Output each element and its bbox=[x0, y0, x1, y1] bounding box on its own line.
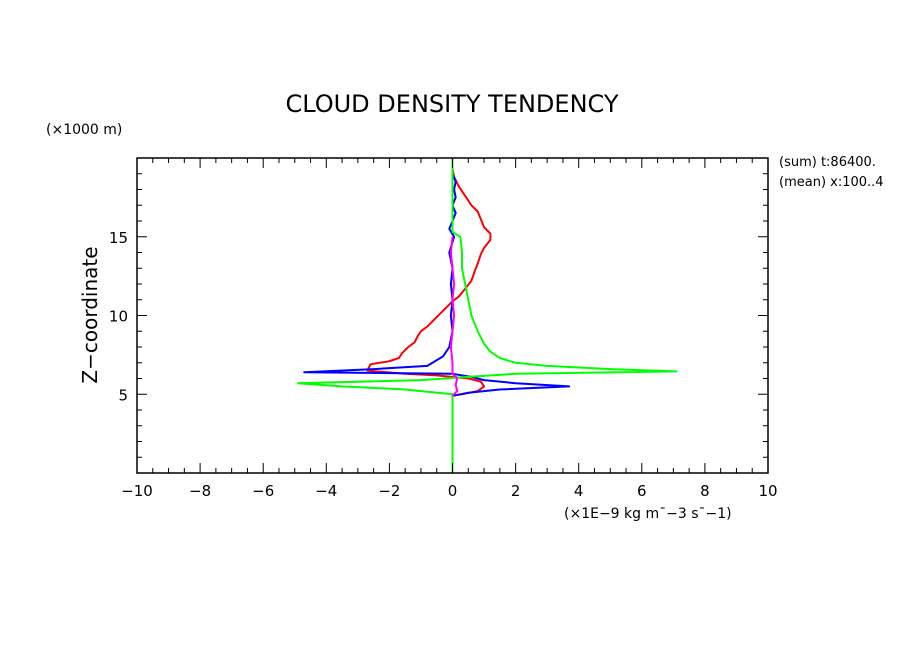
side-note-sum: (sum) t:86400. bbox=[779, 155, 876, 170]
x-tick-label: −10 bbox=[121, 482, 153, 500]
x-tick-label: −2 bbox=[378, 482, 400, 500]
x-tick-label: −4 bbox=[315, 482, 337, 500]
x-unit-label: (×1E−9 kg m¯−3 s¯−1) bbox=[564, 506, 732, 522]
x-tick-label: 4 bbox=[574, 482, 584, 500]
y-unit-label: (×1000 m) bbox=[46, 122, 122, 138]
series-line-3 bbox=[449, 236, 459, 397]
y-tick-label: 10 bbox=[109, 308, 128, 326]
x-tick-label: 8 bbox=[700, 482, 710, 500]
series-layer bbox=[296, 158, 678, 473]
series-line-1 bbox=[303, 173, 571, 397]
x-tick-label: −8 bbox=[189, 482, 211, 500]
plot-frame bbox=[136, 157, 769, 474]
x-tick-label: 10 bbox=[758, 482, 777, 500]
tick-labels-layer: −10 −8 −6 −4 −2 0 2 4 6 8 10 5 10 15 bbox=[109, 229, 778, 500]
x-tick-label: 2 bbox=[511, 482, 521, 500]
x-tick-label: 6 bbox=[637, 482, 647, 500]
chart-title: CLOUD DENSITY TENDENCY bbox=[285, 90, 618, 118]
y-tick-label: 5 bbox=[118, 386, 128, 404]
side-note-mean: (mean) x:100..4 bbox=[779, 175, 884, 190]
series-line-0 bbox=[366, 168, 492, 397]
series-line-2 bbox=[296, 158, 678, 473]
x-tick-label: −6 bbox=[252, 482, 274, 500]
y-axis-label: Z−coordinate bbox=[78, 246, 102, 383]
y-tick-label: 15 bbox=[109, 229, 128, 247]
x-tick-label: 0 bbox=[448, 482, 458, 500]
